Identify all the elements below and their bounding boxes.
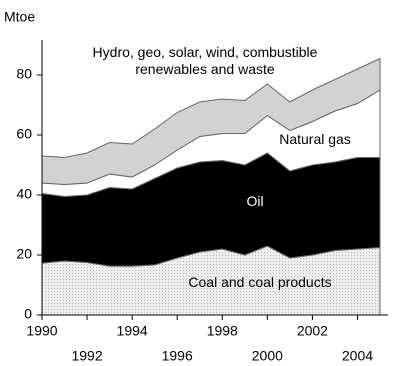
x-tick-label: 1992 bbox=[71, 348, 102, 364]
x-tick-label: 2004 bbox=[342, 348, 373, 364]
y-axis-label: Mtoe bbox=[4, 9, 35, 25]
area bbox=[41, 57, 381, 186]
series-label: Hydro, geo, solar, wind, combustible ren… bbox=[92, 44, 318, 77]
x-tick-label: 2000 bbox=[252, 348, 283, 364]
y-tick-label: 20 bbox=[16, 246, 32, 262]
series-label: Natural gas bbox=[279, 131, 351, 147]
y-tick-label: 40 bbox=[16, 186, 32, 202]
x-tick-label: 2002 bbox=[297, 323, 328, 339]
x-tick-label: 1990 bbox=[26, 323, 57, 339]
x-tick-label: 1996 bbox=[162, 348, 193, 364]
y-tick-label: 60 bbox=[16, 126, 32, 142]
series-label: Coal and coal products bbox=[188, 274, 332, 290]
x-tick-label: 1998 bbox=[207, 323, 238, 339]
series-label: Oil bbox=[246, 193, 264, 209]
y-tick-label: 0 bbox=[24, 306, 32, 322]
x-tick-label: 1994 bbox=[117, 323, 148, 339]
y-tick-label: 80 bbox=[16, 66, 32, 82]
